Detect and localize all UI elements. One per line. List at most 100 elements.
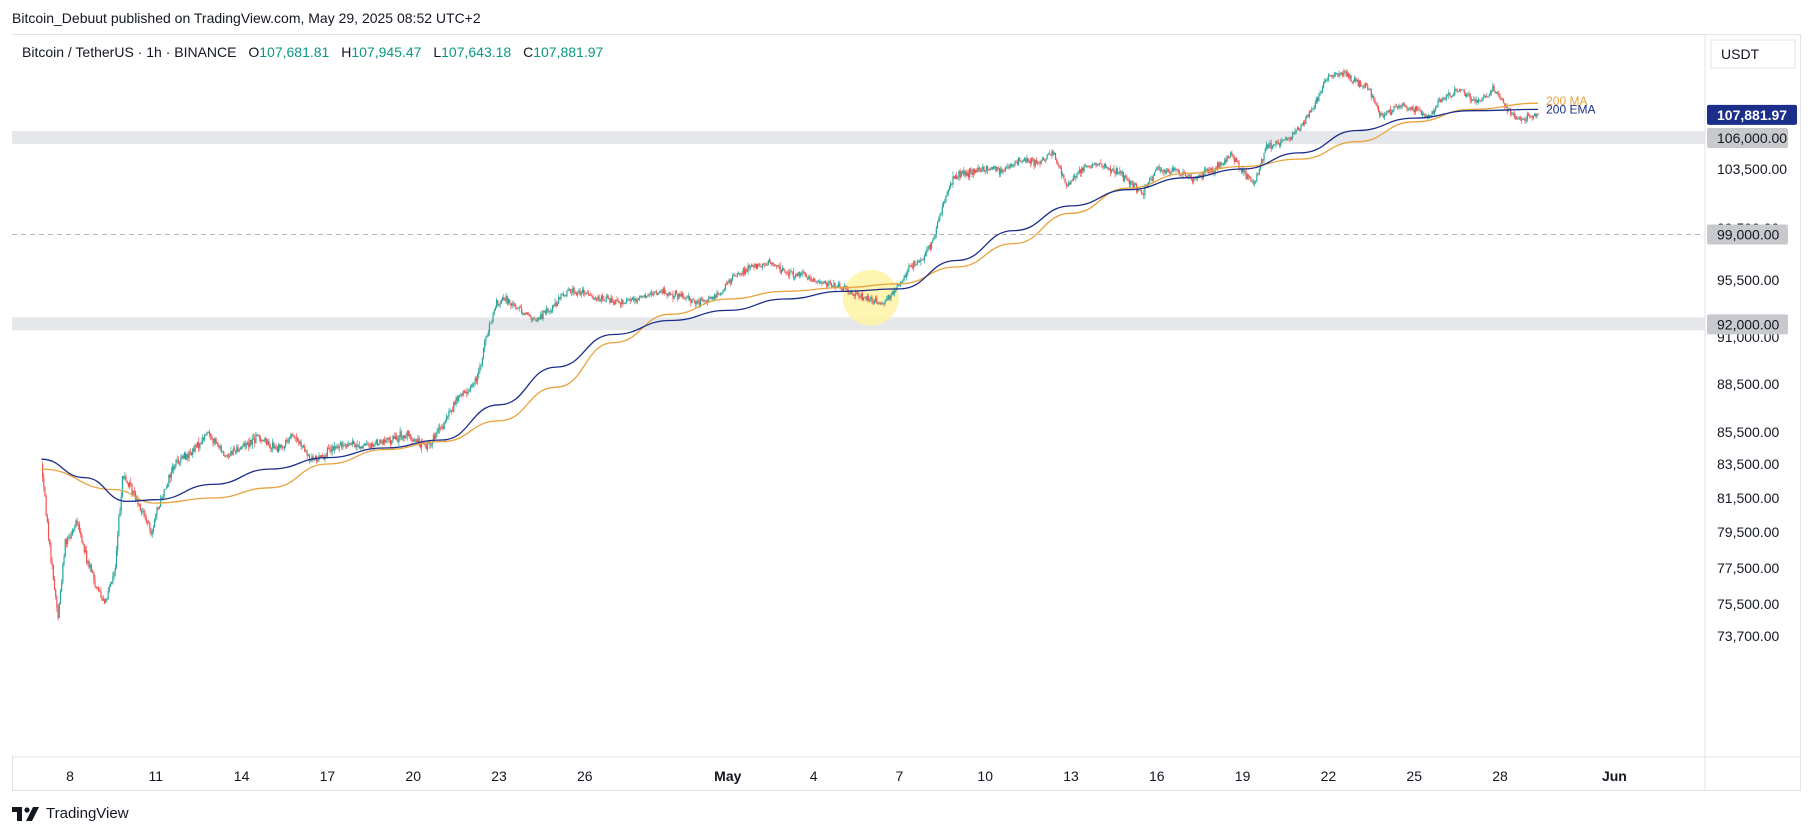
candle (448, 408, 450, 421)
high-value: 107,945.47 (351, 44, 422, 60)
candle (877, 302, 879, 306)
candle (1288, 137, 1290, 142)
candle (1201, 173, 1203, 182)
candle (1337, 72, 1339, 77)
candle (1331, 74, 1333, 79)
candle (752, 264, 754, 268)
candle (69, 532, 71, 542)
candle (1039, 160, 1041, 168)
candle (723, 288, 725, 293)
candle (1112, 168, 1114, 172)
candle (672, 290, 674, 303)
candle (1118, 171, 1120, 175)
candle (1524, 116, 1526, 124)
candle (179, 461, 181, 466)
candle (192, 447, 194, 458)
candle (1339, 72, 1341, 76)
candle (756, 263, 759, 270)
candle (82, 540, 84, 546)
candle (1315, 96, 1318, 105)
candle (585, 291, 587, 296)
price-axis[interactable]: 73,700.00 75,500.00 77,500.00 79,500.00 81,5… (1717, 161, 1787, 644)
candle (678, 292, 680, 300)
candle (623, 302, 625, 305)
candle (57, 604, 59, 621)
candle (88, 558, 90, 570)
candle (443, 421, 445, 430)
candle (966, 170, 968, 177)
candle (628, 298, 630, 301)
candle (650, 289, 653, 298)
candle (210, 433, 212, 441)
candle (1362, 85, 1364, 90)
candle (300, 439, 302, 451)
candle (469, 384, 471, 393)
candle (1368, 88, 1370, 91)
candle (1124, 175, 1126, 183)
candle (1455, 87, 1457, 92)
currency-box[interactable] (1710, 39, 1796, 69)
candle (1405, 104, 1407, 108)
candle (1160, 166, 1163, 172)
candle (101, 596, 103, 602)
candle (554, 298, 556, 308)
candle (370, 442, 373, 450)
tradingview-brand[interactable]: TradingView (12, 805, 129, 822)
candle (571, 288, 573, 297)
candle (622, 299, 624, 307)
candle (865, 296, 867, 302)
candle (758, 262, 760, 267)
candle (934, 234, 936, 239)
candle (1464, 91, 1467, 98)
candle (998, 167, 1001, 178)
candle (882, 301, 884, 305)
candle (1419, 107, 1421, 112)
candle (1404, 102, 1406, 107)
candle (804, 271, 806, 278)
candle (929, 242, 931, 252)
candle (463, 389, 466, 394)
candle (1121, 169, 1123, 178)
candle (1533, 113, 1536, 117)
candle (281, 444, 283, 451)
candle (350, 442, 352, 446)
candle (600, 294, 603, 304)
candle (420, 438, 423, 453)
symbol-label[interactable]: Bitcoin / TetherUS · 1h · BINANCE (22, 44, 237, 60)
candle (301, 445, 303, 449)
time-tick-label: 20 (405, 768, 421, 784)
candle (294, 436, 296, 442)
candle (125, 473, 127, 482)
candle (455, 395, 457, 407)
candle (1361, 84, 1363, 87)
candle (492, 312, 494, 323)
candle (536, 317, 538, 323)
candle (780, 268, 783, 275)
candle (1370, 88, 1372, 101)
candle (1056, 158, 1058, 165)
candle (1427, 113, 1430, 120)
level-label: 106,000.00 (1717, 130, 1787, 146)
candle (1246, 173, 1248, 180)
candle (991, 166, 993, 170)
candle (886, 295, 889, 301)
candle (1445, 94, 1447, 102)
candle (1519, 115, 1521, 121)
plot-area[interactable] (12, 35, 1705, 755)
candle (1224, 157, 1226, 166)
candle (145, 514, 147, 525)
time-axis[interactable]: 8 11 14 17 20 23 26 May 4 7 10 13 16 19 22 25 28 Jun (66, 768, 1627, 784)
candle (1066, 183, 1069, 187)
candle (219, 443, 221, 451)
candle (642, 295, 644, 298)
candle (510, 303, 512, 310)
candle (604, 300, 606, 303)
candle (816, 280, 818, 285)
candle (504, 297, 506, 302)
candle (1023, 156, 1026, 162)
candle (357, 444, 359, 448)
candle (1418, 106, 1420, 111)
candle (965, 169, 967, 178)
